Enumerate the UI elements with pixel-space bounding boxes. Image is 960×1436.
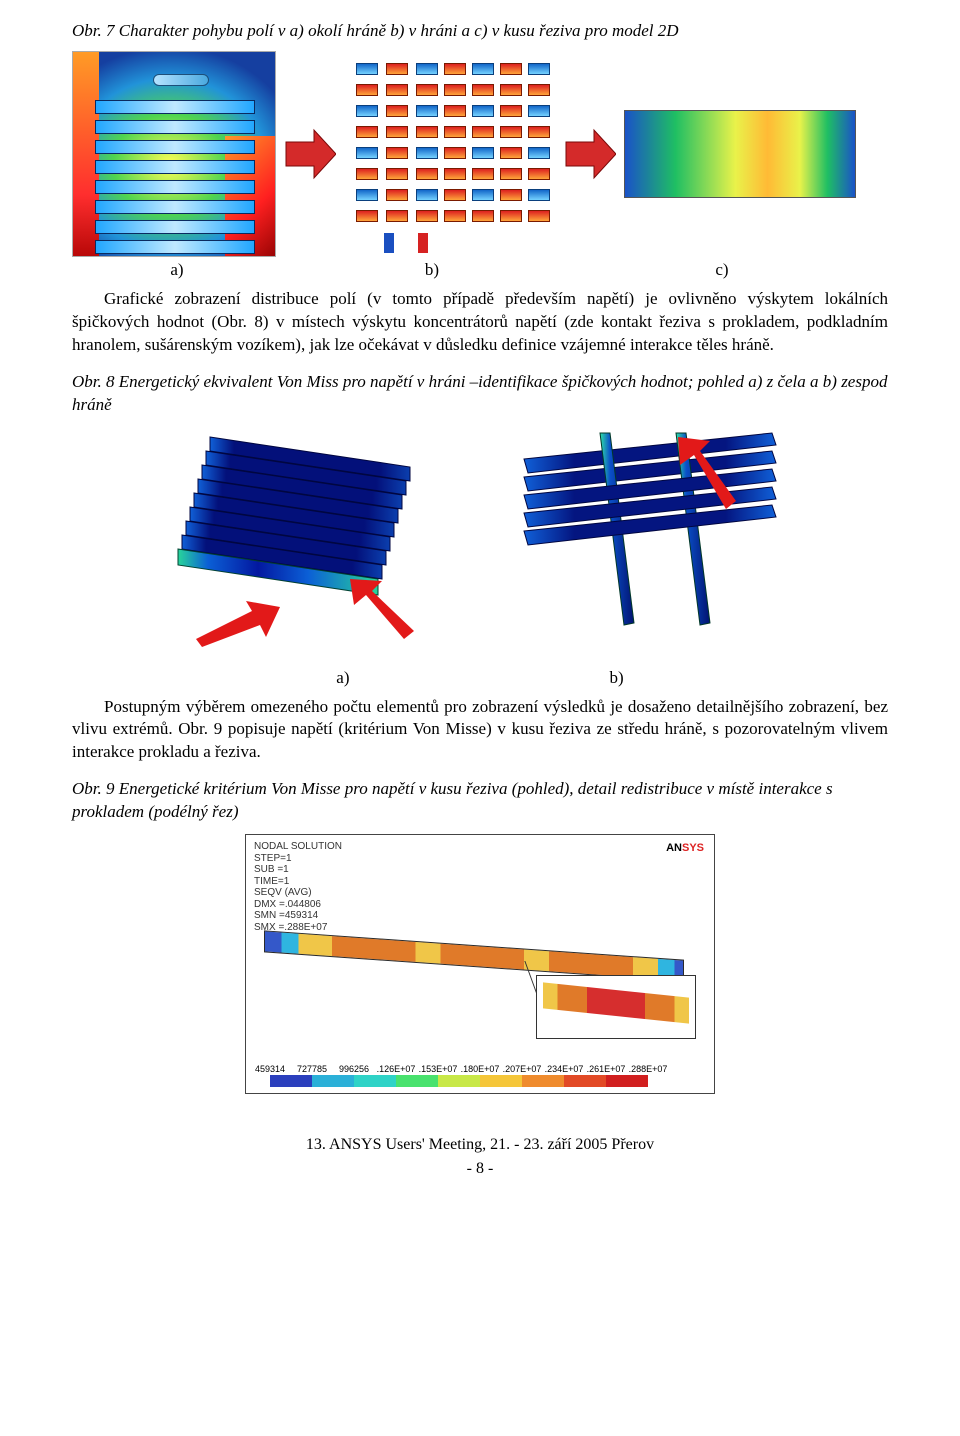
colorbar-tick: 459314 — [255, 1063, 285, 1075]
fig7-caption: Obr. 7 Charakter pohybu polí v a) okolí … — [72, 20, 888, 43]
fig9-wrap: NODAL SOLUTION STEP=1 SUB =1 TIME=1 SEQV… — [72, 834, 888, 1094]
fig8-label-b: b) — [610, 667, 624, 690]
fig8-label-a: a) — [336, 667, 349, 690]
fig8-row — [72, 427, 888, 657]
arrow-icon — [284, 114, 336, 194]
fig7a-bar — [95, 220, 255, 234]
fig7-label-a: a) — [72, 259, 282, 282]
fig7a-bar — [95, 240, 255, 254]
fig9-colorbar — [270, 1075, 690, 1087]
fig9-h-l6: DMX =.044806 — [254, 899, 342, 911]
fig9-header: NODAL SOLUTION STEP=1 SUB =1 TIME=1 SEQV… — [254, 841, 342, 933]
arrow-icon — [564, 114, 616, 194]
fig8-caption: Obr. 8 Energetický ekvivalent Von Miss p… — [72, 371, 888, 417]
page-footer: 13. ANSYS Users' Meeting, 21. - 23. září… — [72, 1134, 888, 1179]
fig7-labels-row: a) b) c) — [72, 259, 888, 282]
colorbar-swatch — [480, 1075, 522, 1087]
colorbar-swatch — [522, 1075, 564, 1087]
fig9-h-l1: NODAL SOLUTION — [254, 841, 342, 853]
colorbar-tick: .261E+07 — [587, 1063, 626, 1075]
fig7b-col — [472, 63, 494, 227]
arrow-icon — [194, 599, 280, 647]
fig7a-bar — [95, 180, 255, 194]
fig7-panel-c — [624, 110, 856, 198]
fig7a-bar — [95, 140, 255, 154]
fig9-h-l3: SUB =1 — [254, 864, 342, 876]
colorbar-swatch — [606, 1075, 648, 1087]
paragraph-1: Grafické zobrazení distribuce polí (v to… — [72, 288, 888, 357]
arrow-icon — [340, 577, 418, 643]
fig7-panel-b — [344, 51, 556, 257]
colorbar-tick: .126E+07 — [377, 1063, 416, 1075]
fig9-zoom-inset — [536, 975, 696, 1039]
fig7-panel-a — [72, 51, 276, 257]
legend-swatch-red — [418, 233, 428, 253]
fig7-label-b: b) — [282, 259, 582, 282]
fig7a-bar — [95, 160, 255, 174]
ansys-logo: ANSYS — [666, 841, 704, 856]
colorbar-tick: 996256 — [339, 1063, 369, 1075]
fig9-caption: Obr. 9 Energetické kritérium Von Misse p… — [72, 778, 888, 824]
fig8-panel-b — [510, 427, 790, 657]
footer-line1: 13. ANSYS Users' Meeting, 21. - 23. září… — [72, 1134, 888, 1156]
fig9-h-l4: TIME=1 — [254, 876, 342, 888]
fig7-row — [72, 51, 888, 257]
fig9-h-l7: SMN =459314 — [254, 910, 342, 922]
colorbar-swatch — [438, 1075, 480, 1087]
fig9-h-l2: STEP=1 — [254, 853, 342, 865]
colorbar-swatch — [564, 1075, 606, 1087]
logo-sys: SYS — [682, 842, 704, 854]
fig9-zoom-strip — [543, 983, 689, 1024]
fig7b-col — [500, 63, 522, 227]
colorbar-tick: .207E+07 — [503, 1063, 542, 1075]
colorbar-swatch — [354, 1075, 396, 1087]
arrow-icon — [670, 435, 740, 513]
fig7a-bar — [95, 200, 255, 214]
fig7a-bar — [95, 120, 255, 134]
legend-swatch-blue — [384, 233, 394, 253]
fig7a-bargrid — [95, 100, 255, 260]
fig9-box: NODAL SOLUTION STEP=1 SUB =1 TIME=1 SEQV… — [245, 834, 715, 1094]
fig7b-col — [416, 63, 438, 227]
colorbar-tick: .234E+07 — [545, 1063, 584, 1075]
colorbar-tick: .153E+07 — [419, 1063, 458, 1075]
fig8b-svg — [510, 427, 790, 657]
logo-an: AN — [666, 842, 682, 854]
colorbar-tick: 727785 — [297, 1063, 327, 1075]
fig7-label-c: c) — [582, 259, 862, 282]
colorbar-tick: .180E+07 — [461, 1063, 500, 1075]
paragraph-2: Postupným výběrem omezeného počtu elemen… — [72, 696, 888, 765]
fig7b-col — [528, 63, 550, 227]
fig7b-col — [444, 63, 466, 227]
fig7a-pill — [153, 74, 209, 86]
fig9-h-l5: SEQV (AVG) — [254, 887, 342, 899]
fig7b-col — [386, 63, 408, 227]
fig7b-col — [356, 63, 378, 227]
colorbar-tick: .288E+07 — [629, 1063, 668, 1075]
fig7a-bar — [95, 100, 255, 114]
footer-page: - 8 - — [72, 1158, 888, 1180]
colorbar-swatch — [312, 1075, 354, 1087]
fig8-panel-a — [170, 427, 450, 657]
fig7b-legend — [384, 233, 428, 253]
fig8-labels-row: a) b) — [72, 667, 888, 690]
colorbar-swatch — [270, 1075, 312, 1087]
colorbar-swatch — [396, 1075, 438, 1087]
